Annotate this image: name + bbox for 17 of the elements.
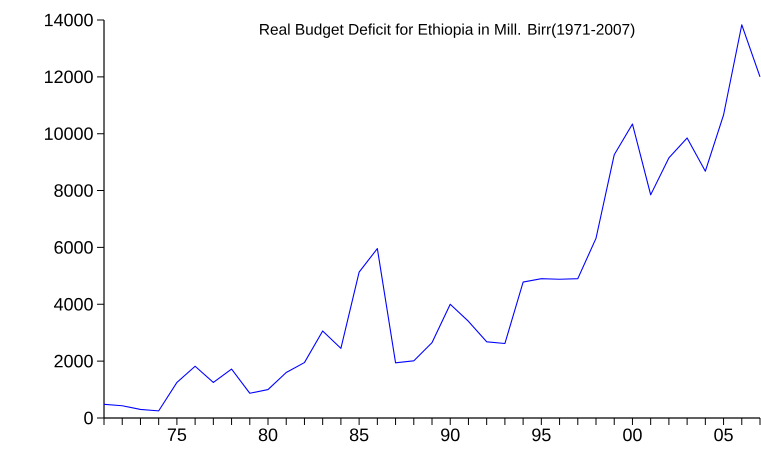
y-tick-label: 8000 [54, 184, 93, 197]
chart-title: Real Budget Deficit for Ethiopia in Mill. Birr(1971-2007) [260, 24, 634, 38]
x-tick-label: 80 [258, 428, 278, 442]
x-tick-label: 05 [714, 428, 733, 442]
x-tick-label: 00 [623, 428, 642, 442]
x-tick-label: 95 [532, 428, 551, 442]
line-series [103, 24, 761, 412]
x-tick-label: 90 [441, 428, 460, 442]
y-tick-label: 0 [84, 412, 93, 424]
x-tick-label: 75 [168, 428, 186, 442]
y-tick-label: 6000 [54, 241, 93, 254]
x-tick-label: 85 [350, 428, 368, 442]
y-tick-label: 4000 [54, 298, 93, 311]
y-tick-label: 2000 [54, 354, 93, 368]
y-tick-label: 12000 [44, 70, 93, 84]
y-tick-label: 14000 [44, 14, 93, 26]
y-tick-label: 10000 [44, 127, 93, 140]
